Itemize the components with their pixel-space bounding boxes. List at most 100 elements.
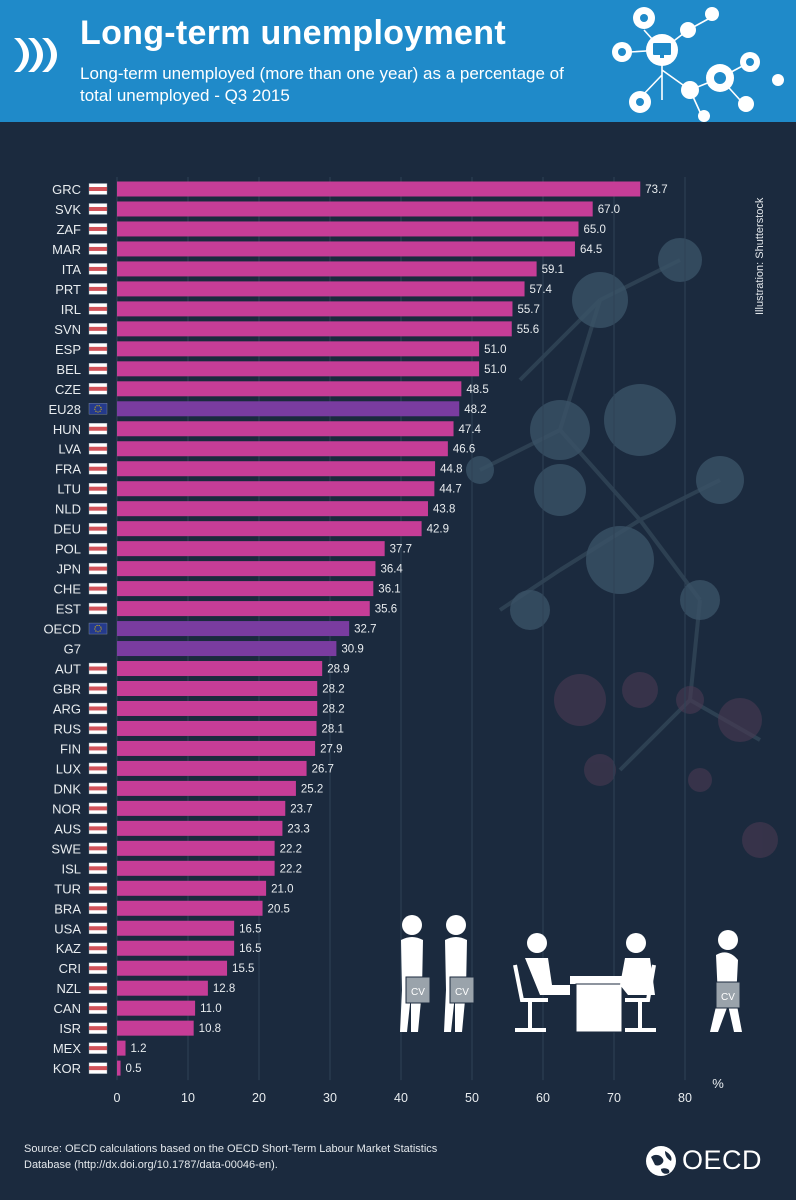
value-label: 28.1 [322, 723, 344, 735]
flag-usa-icon [88, 922, 108, 934]
category-label: SVK [55, 202, 81, 217]
flag-bra-icon [88, 902, 108, 914]
flag-kor-icon [88, 1062, 108, 1074]
value-label: 47.4 [459, 424, 482, 436]
bar-svk [117, 201, 593, 217]
bar-est [117, 601, 370, 617]
category-label: GRC [52, 182, 81, 197]
value-label: 15.5 [232, 963, 254, 975]
head [446, 915, 466, 935]
desk-top [570, 976, 628, 984]
flag-band [89, 666, 107, 671]
flag-oecd-icon [88, 622, 108, 635]
flag-esp-icon [88, 343, 108, 355]
value-label: 55.6 [517, 324, 539, 336]
flag-field [88, 622, 108, 635]
value-label: 1.2 [131, 1043, 147, 1055]
category-label: ARG [53, 701, 81, 716]
bar-lva [117, 441, 448, 457]
bar-mex [117, 1040, 126, 1056]
category-label: LUX [56, 761, 82, 776]
flag-band [89, 826, 107, 831]
value-label: 30.9 [341, 644, 363, 656]
flag-band [89, 466, 107, 471]
flag-che-icon [88, 582, 108, 595]
flag-band [89, 926, 107, 931]
category-label: CHE [54, 582, 82, 597]
flag-band [89, 1026, 107, 1031]
bar-isl [117, 860, 275, 876]
flag-band [89, 606, 107, 611]
bar-aus [117, 820, 283, 836]
illustration-credit: Illustration: Shutterstock [754, 175, 774, 315]
flag-ita-icon [88, 263, 108, 275]
bar-pol [117, 541, 385, 557]
flag-mar-icon [88, 243, 108, 255]
bar-bra [117, 900, 263, 916]
bar-lux [117, 760, 307, 776]
cv-document-icon [715, 981, 741, 1009]
value-label: 23.3 [287, 823, 309, 835]
value-label: 35.6 [375, 604, 397, 616]
flag-arg-icon [88, 702, 108, 715]
flag-band [89, 506, 107, 511]
bar-hun [117, 421, 454, 437]
category-labels: GRC SVK ZAF MAR ITA PRT IRL SVN ESP BEL CZE EU28 HUN… [43, 182, 108, 1076]
flag-nor-icon [88, 802, 108, 815]
flag-dnk-icon [88, 782, 108, 795]
head [718, 930, 738, 950]
flag-lva-icon [88, 443, 108, 455]
flag-pol-icon [88, 542, 108, 555]
value-label: 59.1 [542, 264, 564, 276]
tick-label: 20 [252, 1091, 266, 1105]
category-label: AUS [54, 821, 81, 836]
flag-band [89, 1006, 107, 1011]
flag-can-icon [88, 1002, 108, 1014]
flag-band [89, 706, 107, 711]
category-label: TUR [54, 881, 81, 896]
flag-band [89, 866, 107, 871]
flag-deu-icon [88, 522, 108, 535]
tick-label: 10 [181, 1091, 195, 1105]
bar-nor [117, 800, 286, 816]
bar-aut [117, 661, 323, 677]
bar-chart: 73.7 67.0 65.0 64.5 59.1 57.4 55.7 55.6 51.0 51.0… [43, 177, 742, 1105]
flag-stars [94, 405, 102, 413]
category-label: BEL [56, 362, 81, 377]
flag-band [89, 686, 107, 691]
category-label: SVN [54, 322, 81, 337]
value-label: 16.5 [239, 923, 261, 935]
category-label: LVA [58, 442, 81, 457]
bar-rus [117, 720, 317, 736]
value-label: 37.7 [390, 544, 412, 556]
bar-tur [117, 880, 267, 896]
flag-band [89, 187, 107, 191]
flag-band [89, 846, 107, 851]
flag-rus-icon [88, 722, 108, 735]
flag-band [89, 966, 107, 971]
bar-swe [117, 840, 275, 856]
value-label: 51.0 [484, 344, 506, 356]
flag-ltu-icon [88, 483, 108, 495]
value-label: 22.2 [280, 843, 302, 855]
flag-band [89, 946, 107, 951]
flag-band [89, 786, 107, 791]
flag-band [89, 986, 107, 991]
interviewee-body [525, 958, 570, 995]
flag-jpn-icon [88, 562, 108, 575]
category-label: POL [55, 542, 81, 557]
value-label: 36.1 [378, 584, 400, 596]
bar-grc [117, 181, 641, 197]
tick-label: 50 [465, 1091, 479, 1105]
bar-irl [117, 301, 513, 317]
bar-kor [117, 1060, 121, 1076]
flag-tur-icon [88, 882, 108, 894]
category-label: ESP [55, 342, 81, 357]
flag-aus-icon [88, 822, 108, 835]
category-label: OECD [43, 622, 81, 637]
bar-oecd [117, 621, 350, 637]
flag-band [89, 266, 107, 271]
value-label: 44.8 [440, 464, 462, 476]
tick-label: 80 [678, 1091, 692, 1105]
